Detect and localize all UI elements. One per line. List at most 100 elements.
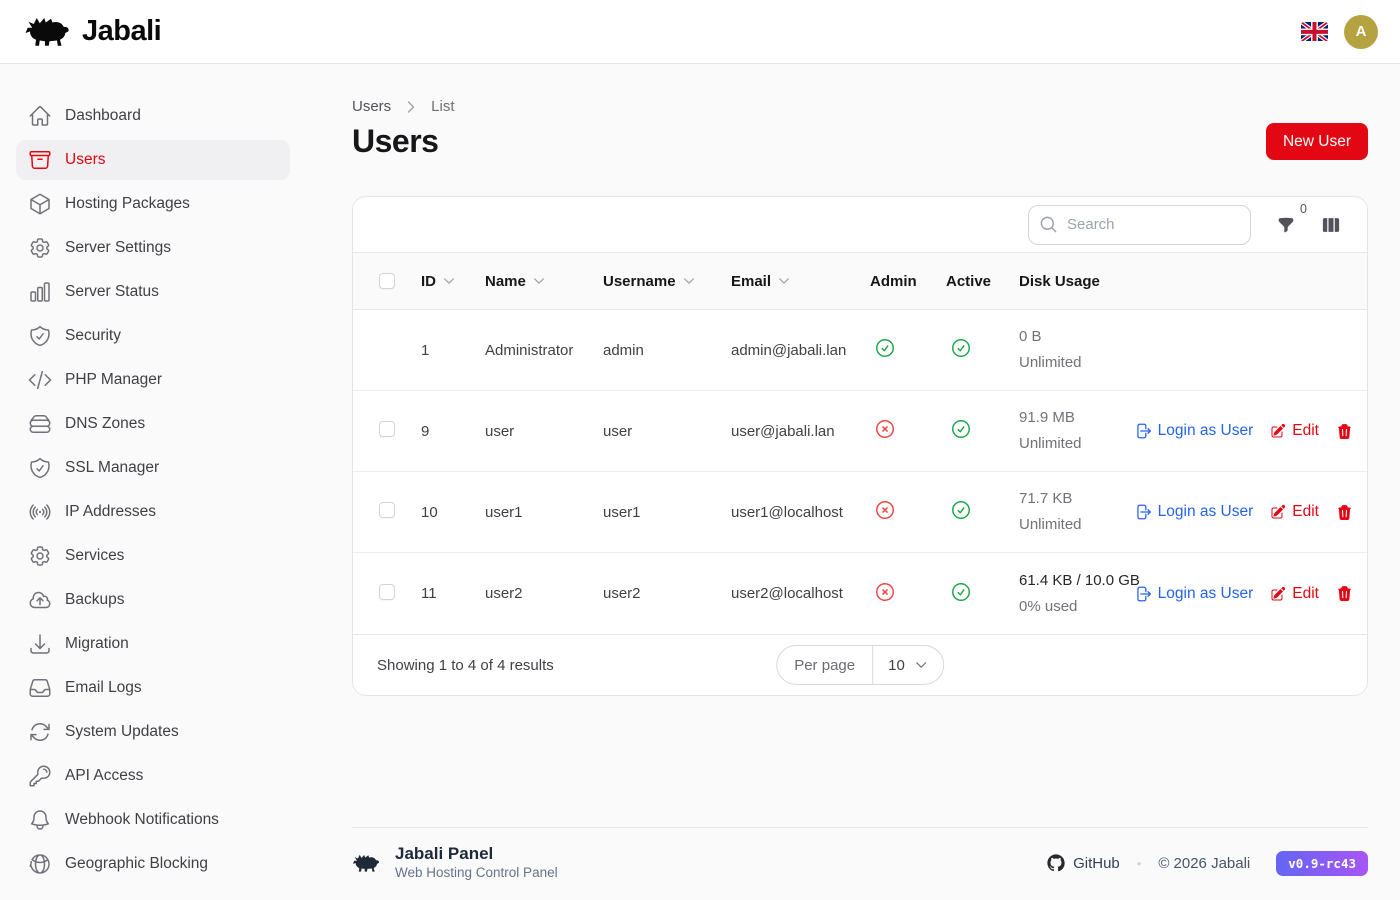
delete-button[interactable]	[1336, 585, 1353, 602]
search-input[interactable]	[1028, 204, 1251, 245]
sidebar-item-label: System Updates	[65, 723, 179, 740]
cube-icon	[28, 192, 52, 216]
sidebar-item-label: DNS Zones	[65, 415, 146, 432]
breadcrumb-list: List	[431, 98, 455, 115]
sidebar-item-system-updates[interactable]: System Updates	[16, 712, 290, 752]
cell-username: user1	[603, 503, 641, 521]
column-header-name[interactable]: Name	[483, 273, 601, 290]
github-link[interactable]: GitHub	[1047, 854, 1120, 872]
sidebar-item-label: Security	[65, 327, 121, 344]
column-header-admin: Admin	[870, 272, 917, 290]
edit-icon	[1270, 423, 1286, 439]
row-actions: Login as User Edit	[1136, 422, 1353, 440]
sidebar-item-label: Geographic Blocking	[65, 855, 209, 872]
sidebar-item-dashboard[interactable]: Dashboard	[16, 96, 290, 136]
chevron-right-icon	[403, 99, 419, 115]
login-as-user-button[interactable]: Login as User	[1134, 585, 1253, 603]
column-header-username[interactable]: Username	[601, 273, 729, 290]
per-page-value: 10	[888, 656, 905, 674]
sidebar-item-ip-addresses[interactable]: IP Addresses	[16, 492, 290, 532]
row-checkbox[interactable]	[379, 421, 395, 437]
sidebar-item-php-manager[interactable]: PHP Manager	[16, 360, 290, 400]
sidebar-item-ssl-manager[interactable]: SSL Manager	[16, 448, 290, 488]
top-bar: Jabali A	[0, 0, 1400, 64]
sidebar-item-label: Services	[65, 547, 125, 564]
row-checkbox[interactable]	[379, 583, 395, 600]
column-header-email[interactable]: Email	[729, 273, 868, 290]
sidebar-item-migration[interactable]: Migration	[16, 624, 290, 664]
breadcrumb-users[interactable]: Users	[352, 98, 392, 115]
cell-disk-usage: 61.4 KB / 10.0 GB 0% used	[1019, 571, 1140, 615]
login-icon	[1134, 585, 1152, 603]
sort-icon	[442, 274, 456, 288]
refresh-icon	[28, 720, 52, 744]
bell-icon	[28, 808, 52, 832]
cell-email: admin@jabali.lan	[731, 341, 847, 359]
sidebar-item-security[interactable]: Security	[16, 316, 290, 356]
boar-logo-icon	[24, 15, 72, 48]
column-header-disk-usage: Disk Usage	[1019, 272, 1100, 290]
cell-name: Administrator	[485, 341, 574, 359]
users-table-panel: 0 ID Name Username Email	[352, 196, 1368, 696]
chart-icon	[28, 280, 52, 304]
edit-button[interactable]: Edit	[1270, 422, 1319, 440]
sidebar-item-dns-zones[interactable]: DNS Zones	[16, 404, 290, 444]
cell-id: 1	[421, 341, 430, 359]
toggle-columns-button[interactable]	[1321, 215, 1341, 235]
edit-button[interactable]: Edit	[1270, 503, 1319, 521]
select-all-checkbox[interactable]	[379, 273, 395, 289]
per-page-select[interactable]: Per page 10	[776, 645, 944, 685]
column-header-id[interactable]: ID	[419, 273, 483, 290]
sidebar-item-webhook-notifications[interactable]: Webhook Notifications	[16, 800, 290, 840]
sidebar-item-server-status[interactable]: Server Status	[16, 272, 290, 312]
breadcrumb: Users List	[352, 98, 1368, 115]
table-body: 1 Administrator admin admin@jabali.lan 0…	[353, 310, 1367, 634]
cell-username: user2	[603, 585, 641, 602]
footer-title: Jabali Panel	[395, 844, 494, 863]
sidebar-item-label: SSL Manager	[65, 459, 160, 476]
sidebar-item-geographic-blocking[interactable]: Geographic Blocking	[16, 844, 290, 884]
sidebar-item-users[interactable]: Users	[16, 140, 290, 180]
admin-no-icon	[874, 418, 896, 440]
cell-email: user1@localhost	[731, 503, 843, 521]
chevron-down-icon	[914, 658, 928, 672]
sidebar-item-label: Server Settings	[65, 239, 171, 256]
table-row: 10 user1 user1 user1@localhost 71.7 KB U…	[353, 472, 1367, 553]
code-icon	[28, 368, 52, 392]
row-checkbox[interactable]	[379, 502, 395, 518]
sidebar-item-email-logs[interactable]: Email Logs	[16, 668, 290, 708]
language-icon[interactable]	[1301, 21, 1328, 42]
shield-icon	[28, 456, 52, 480]
login-as-user-button[interactable]: Login as User	[1134, 422, 1253, 440]
signal-icon	[28, 500, 52, 524]
sidebar-item-label: Dashboard	[65, 107, 141, 124]
key-icon	[28, 764, 52, 788]
sidebar-item-services[interactable]: Services	[16, 536, 290, 576]
avatar[interactable]: A	[1344, 14, 1378, 49]
delete-button[interactable]	[1336, 504, 1353, 521]
brand-logo[interactable]: Jabali	[24, 15, 162, 48]
cog-icon	[28, 544, 52, 568]
sidebar-item-backups[interactable]: Backups	[16, 580, 290, 620]
sidebar-nav: Dashboard Users Hosting Packages Server …	[0, 64, 306, 900]
download-icon	[28, 632, 52, 656]
row-actions: Login as User Edit	[1136, 585, 1353, 603]
sidebar-item-hosting-packages[interactable]: Hosting Packages	[16, 184, 290, 224]
delete-button[interactable]	[1336, 423, 1353, 440]
sidebar-item-server-settings[interactable]: Server Settings	[16, 228, 290, 268]
cloud-up-icon	[28, 588, 52, 612]
new-user-button[interactable]: New User	[1265, 123, 1368, 160]
active-yes-icon	[950, 499, 972, 521]
boar-logo-icon	[352, 852, 381, 874]
cell-name: user1	[485, 503, 523, 521]
login-icon	[1134, 503, 1152, 521]
pagination-bar: Showing 1 to 4 of 4 results Per page 10	[353, 634, 1367, 695]
login-as-user-button[interactable]: Login as User	[1134, 503, 1253, 521]
main-content: Users List Users New User 0	[306, 64, 1400, 900]
sidebar-item-api-access[interactable]: API Access	[16, 756, 290, 796]
sidebar-item-label: Webhook Notifications	[65, 811, 219, 828]
sort-icon	[777, 274, 791, 288]
cell-disk-usage: 0 B Unlimited	[1019, 328, 1082, 371]
filter-button[interactable]: 0	[1277, 202, 1307, 234]
edit-button[interactable]: Edit	[1270, 585, 1319, 603]
